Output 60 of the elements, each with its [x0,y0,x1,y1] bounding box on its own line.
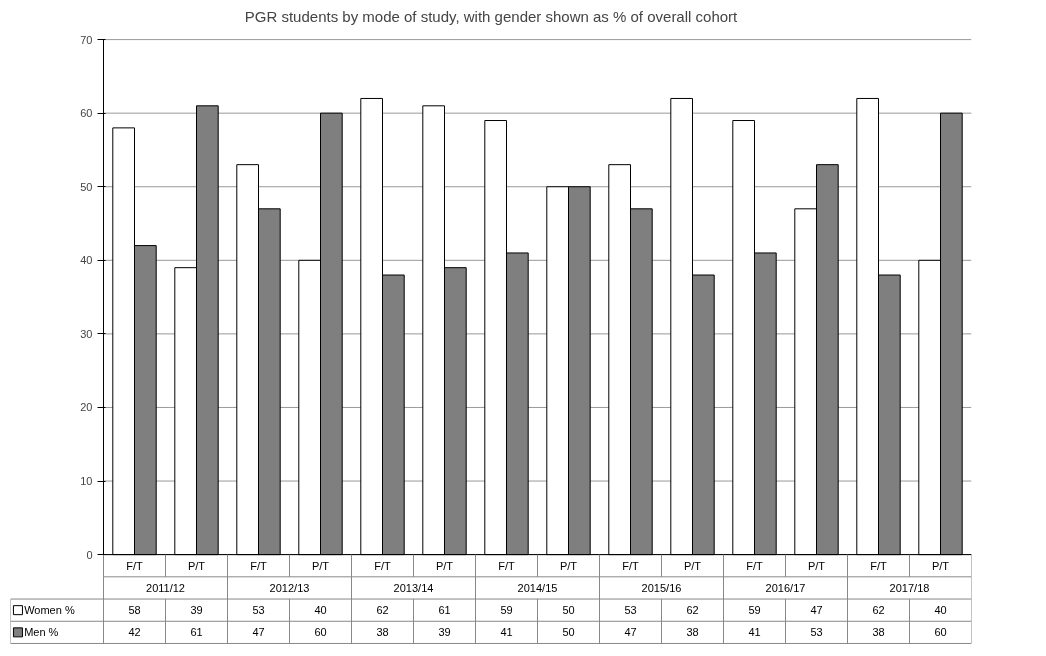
data-label: 62 [686,604,699,617]
data-label: 40 [934,604,947,617]
data-label: 58 [128,604,141,617]
y-tick-label: 30 [80,327,93,340]
data-label: 60 [934,626,947,639]
x-tick-label: F/T [870,559,888,572]
data-label: 59 [500,604,513,617]
text: 2011/12 [146,581,185,594]
y-tick-label: 0 [86,548,93,561]
x-tick-label: F/T [126,559,144,572]
data-label: 39 [190,604,203,617]
data-label: 38 [872,626,885,639]
x-tick-label: P/T [807,559,826,572]
text: 2016/17 [765,581,806,594]
text: 2013/14 [393,581,434,594]
data-label: 61 [438,604,451,617]
x-tick-label: P/T [683,559,702,572]
text: 2014/15 [517,581,558,594]
data-label: 38 [376,626,389,639]
data-label: 50 [562,604,575,617]
x-tick-label: F/T [250,559,268,572]
x-tick-label: P/T [435,559,454,572]
x-tick-label: F/T [498,559,516,572]
data-label: 40 [314,604,327,617]
y-tick-label: 50 [80,180,93,193]
y-tick-label: 20 [80,401,93,414]
data-label: 42 [128,626,141,639]
x-tick-label: P/T [931,559,950,572]
y-tick-label: 40 [80,254,93,267]
data-label: 38 [686,626,699,639]
y-tick-label: 10 [80,475,93,488]
data-label: 39 [438,626,451,639]
x-tick-label: P/T [311,559,330,572]
data-label: 47 [624,626,637,639]
data-label: 47 [252,626,265,639]
legend-label: Women % [24,604,75,617]
legend-label: Men % [24,626,59,639]
y-tick-label: 70 [80,33,93,46]
data-label: 47 [810,604,823,617]
x-tick-label: P/T [559,559,578,572]
data-label: 41 [748,626,761,639]
x-tick-label: P/T [187,559,206,572]
data-label: 41 [500,626,513,639]
data-label: 61 [190,626,203,639]
x-tick-label: F/T [746,559,764,572]
data-label: 53 [252,604,265,617]
text: 2012/13 [269,581,310,594]
chart-title: PGR students by mode of study, with gender shown as % of overall cohort [244,7,739,25]
data-label: 53 [624,604,637,617]
y-tick-label: 60 [80,107,93,120]
x-tick-label: F/T [374,559,392,572]
text: 2017/18 [889,581,930,594]
data-label: 50 [562,626,575,639]
data-label: 53 [810,626,823,639]
data-label: 62 [376,604,389,617]
data-label: 62 [872,604,885,617]
x-tick-label: F/T [622,559,640,572]
data-label: 59 [748,604,761,617]
text: 2015/16 [641,581,682,594]
data-label: 60 [314,626,327,639]
